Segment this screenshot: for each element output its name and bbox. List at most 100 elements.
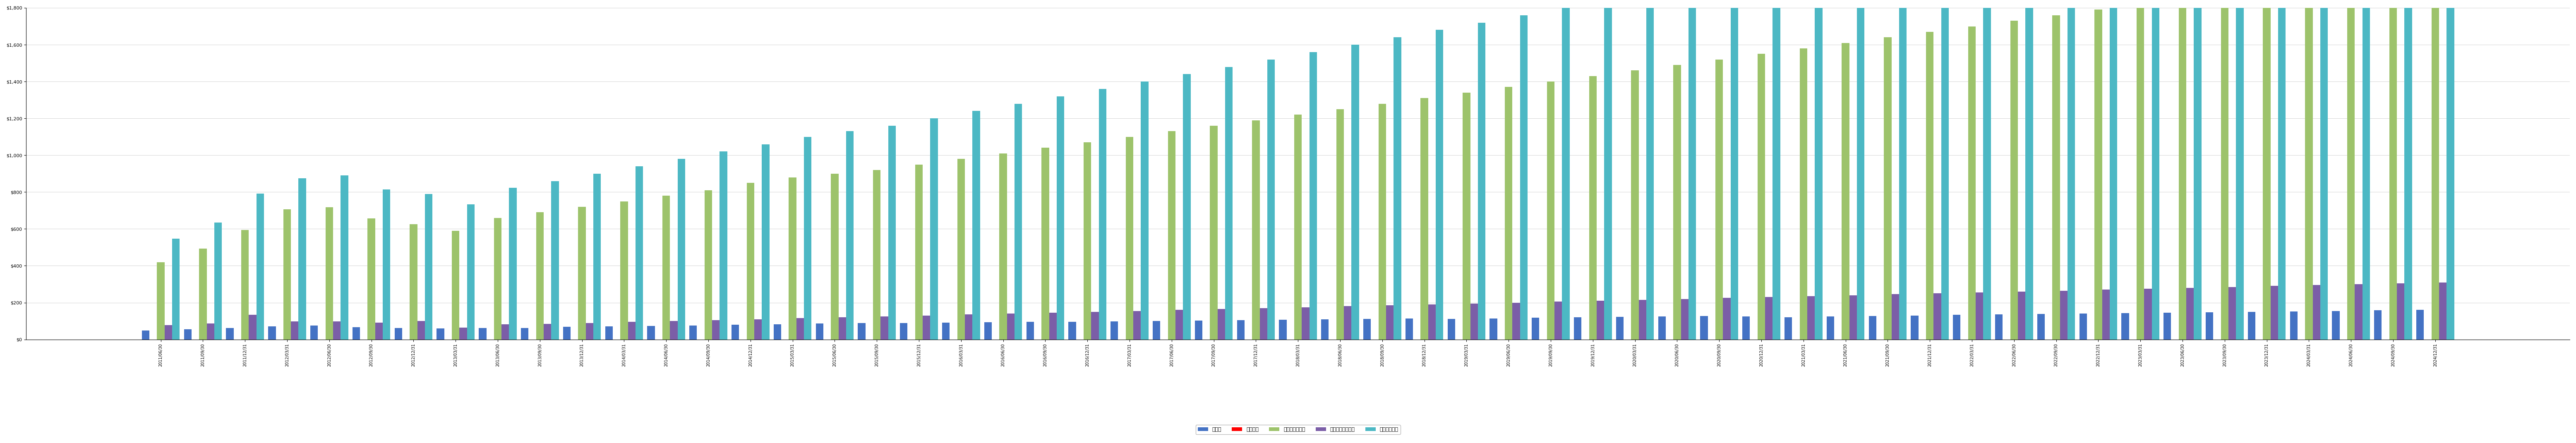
Bar bbox=[1151, 321, 1159, 339]
Bar bbox=[1309, 52, 1316, 339]
Bar bbox=[309, 326, 317, 339]
Bar bbox=[732, 325, 739, 339]
Bar bbox=[837, 317, 845, 339]
Bar bbox=[605, 326, 613, 339]
Bar bbox=[1301, 307, 1309, 339]
Bar bbox=[1757, 54, 1765, 339]
Bar bbox=[242, 230, 250, 339]
Bar bbox=[466, 204, 474, 339]
Bar bbox=[889, 126, 896, 339]
Bar bbox=[1133, 311, 1141, 339]
Bar bbox=[677, 159, 685, 339]
Bar bbox=[2236, 0, 2244, 339]
Bar bbox=[1015, 104, 1023, 339]
Bar bbox=[1785, 317, 1793, 339]
Bar bbox=[2331, 311, 2339, 339]
Bar bbox=[299, 179, 307, 339]
Bar bbox=[410, 224, 417, 339]
Bar bbox=[2187, 288, 2195, 339]
Bar bbox=[1293, 115, 1301, 339]
Bar bbox=[479, 328, 487, 339]
Bar bbox=[1984, 0, 1991, 339]
Bar bbox=[2136, 4, 2143, 339]
Bar bbox=[788, 177, 796, 339]
Bar bbox=[2143, 289, 2151, 339]
Bar bbox=[1801, 48, 1808, 339]
Bar bbox=[1448, 319, 1455, 339]
Bar bbox=[2179, 0, 2187, 339]
Bar bbox=[1479, 23, 1486, 339]
Bar bbox=[1394, 37, 1401, 339]
Bar bbox=[804, 137, 811, 339]
Bar bbox=[621, 201, 629, 339]
Bar bbox=[2205, 312, 2213, 339]
Bar bbox=[1175, 310, 1182, 339]
Bar bbox=[1126, 137, 1133, 339]
Bar bbox=[1489, 319, 1497, 339]
Bar bbox=[2053, 15, 2061, 339]
Bar bbox=[2306, 0, 2313, 339]
Bar bbox=[832, 174, 837, 339]
Bar bbox=[1092, 312, 1100, 339]
Bar bbox=[1007, 314, 1015, 339]
Bar bbox=[2069, 0, 2076, 339]
Bar bbox=[2094, 10, 2102, 339]
Bar bbox=[971, 111, 979, 339]
Bar bbox=[914, 164, 922, 339]
Bar bbox=[173, 239, 180, 339]
Bar bbox=[796, 318, 804, 339]
Bar bbox=[1615, 317, 1623, 339]
Bar bbox=[1337, 109, 1345, 339]
Bar bbox=[2321, 0, 2329, 339]
Bar bbox=[1267, 59, 1275, 339]
Bar bbox=[258, 194, 263, 339]
Bar bbox=[2221, 0, 2228, 339]
Bar bbox=[1471, 303, 1479, 339]
Bar bbox=[1260, 308, 1267, 339]
Bar bbox=[1100, 89, 1105, 339]
Bar bbox=[747, 183, 755, 339]
Bar bbox=[755, 319, 762, 339]
Bar bbox=[1927, 32, 1935, 339]
Bar bbox=[544, 324, 551, 339]
Bar bbox=[1435, 30, 1443, 339]
Bar bbox=[1363, 319, 1370, 339]
Bar bbox=[1976, 292, 1984, 339]
Bar bbox=[1520, 15, 1528, 339]
Bar bbox=[1084, 142, 1092, 339]
Bar bbox=[1674, 65, 1682, 339]
Bar bbox=[2151, 0, 2159, 339]
Bar bbox=[536, 212, 544, 339]
Bar bbox=[1512, 303, 1520, 339]
Bar bbox=[958, 159, 966, 339]
Bar bbox=[762, 144, 770, 339]
Bar bbox=[773, 324, 781, 339]
Bar bbox=[1899, 0, 1906, 339]
Bar bbox=[206, 323, 214, 339]
Bar bbox=[881, 316, 889, 339]
Bar bbox=[1687, 0, 1695, 339]
Bar bbox=[2313, 285, 2321, 339]
Bar bbox=[2262, 0, 2269, 339]
Bar bbox=[564, 327, 572, 339]
Bar bbox=[384, 189, 392, 339]
Bar bbox=[2249, 312, 2257, 339]
Bar bbox=[2102, 290, 2110, 339]
Bar bbox=[1631, 70, 1638, 339]
Bar bbox=[1427, 304, 1435, 339]
Bar bbox=[1765, 297, 1772, 339]
Bar bbox=[417, 321, 425, 339]
Bar bbox=[1850, 295, 1857, 339]
Bar bbox=[1942, 0, 1950, 339]
Bar bbox=[1682, 299, 1687, 339]
Bar bbox=[2017, 291, 2025, 339]
Bar bbox=[1646, 0, 1654, 339]
Bar bbox=[943, 323, 951, 339]
Bar bbox=[2123, 313, 2128, 339]
Bar bbox=[2025, 0, 2032, 339]
Bar bbox=[1182, 74, 1190, 339]
Bar bbox=[165, 325, 173, 339]
Bar bbox=[551, 181, 559, 339]
Bar bbox=[845, 131, 853, 339]
Bar bbox=[268, 326, 276, 339]
